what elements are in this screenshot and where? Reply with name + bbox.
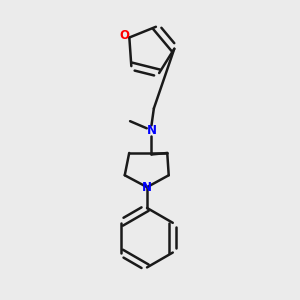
Text: N: N — [146, 124, 157, 137]
Text: O: O — [119, 28, 129, 42]
Text: N: N — [142, 181, 152, 194]
